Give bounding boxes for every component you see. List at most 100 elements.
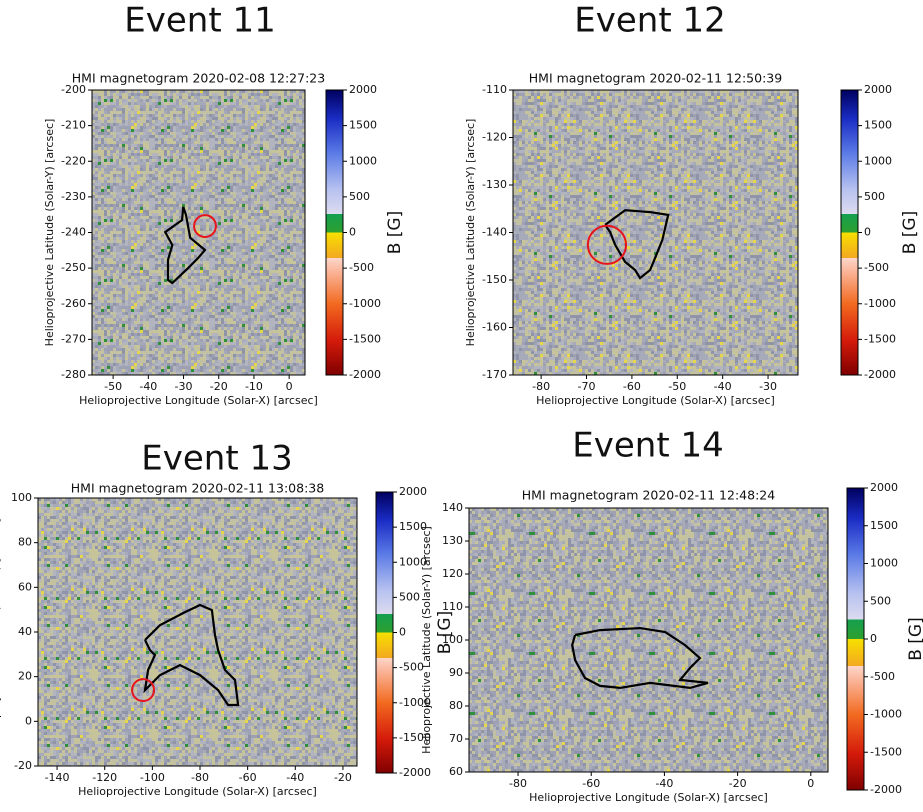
- x-tick-label: -70: [578, 380, 596, 393]
- magnetogram-image: [38, 498, 357, 766]
- colorbar-label: B [G]: [900, 211, 920, 255]
- x-tick-label: -80: [509, 777, 527, 790]
- y-tick-label: -250: [61, 261, 86, 274]
- colorbar: [375, 491, 394, 774]
- colorbar-tick-label: -1000: [399, 696, 431, 709]
- colorbar-tick-label: 1000: [864, 154, 892, 167]
- y-tick-label: 140: [442, 501, 463, 514]
- x-tick-label: -50: [668, 380, 686, 393]
- y-tick-label: 0: [25, 714, 32, 727]
- x-tick-label: -10: [245, 380, 263, 393]
- x-tick-label: -60: [239, 771, 257, 784]
- x-tick-label: -120: [92, 771, 117, 784]
- plot-subtitle: HMI magnetogram 2020-02-11 12:48:24: [522, 488, 775, 503]
- colorbar-tick-label: 1500: [870, 519, 898, 532]
- colorbar-tick-label: 1500: [399, 520, 427, 533]
- colorbar-tick-label: -1000: [870, 708, 902, 721]
- y-tick-label: 20: [18, 670, 32, 683]
- x-tick-label: -60: [623, 380, 641, 393]
- x-tick-label: -40: [139, 380, 157, 393]
- y-tick-label: 60: [449, 765, 463, 778]
- colorbar-tick-label: -2000: [349, 368, 381, 381]
- colorbar-tick-label: -1500: [864, 332, 896, 345]
- colorbar-tick-label: -2000: [864, 368, 896, 381]
- x-axis-label: Helioprojective Longitude (Solar-X) [arc…: [529, 791, 768, 804]
- colorbar-tick-label: 500: [399, 590, 420, 603]
- y-axis-label: Helioprojective Latitude (Solar-Y) [arcs…: [420, 526, 433, 754]
- y-tick-label: 110: [442, 600, 463, 613]
- y-tick-label: -130: [482, 178, 507, 191]
- colorbar: [846, 487, 865, 791]
- colorbar-tick-label: 1000: [399, 555, 427, 568]
- y-tick-label: -230: [61, 190, 86, 203]
- y-tick-label: 130: [442, 534, 463, 547]
- x-axis-label: Helioprojective Longitude (Solar-X) [arc…: [79, 394, 318, 407]
- y-tick-label: -210: [61, 119, 86, 132]
- y-tick-label: 70: [449, 732, 463, 745]
- y-tick-label: 100: [11, 491, 32, 504]
- x-axis-label: Helioprojective Longitude (Solar-X) [arc…: [78, 785, 317, 798]
- colorbar-tick-label: 0: [870, 632, 877, 645]
- y-axis-label: Helioprojective Latitude (Solar-Y) [arcs…: [464, 119, 477, 347]
- panel-title: Event 12: [574, 1, 725, 41]
- colorbar: [325, 89, 344, 376]
- colorbar-tick-label: -500: [870, 670, 895, 683]
- x-tick-label: -60: [582, 777, 600, 790]
- magnetogram-image: [92, 90, 305, 375]
- y-tick-label: 80: [449, 699, 463, 712]
- y-tick-label: -280: [61, 368, 86, 381]
- y-tick-label: -200: [61, 83, 86, 96]
- y-tick-label: -170: [482, 368, 507, 381]
- colorbar-tick-label: -500: [349, 261, 374, 274]
- plot-subtitle: HMI magnetogram 2020-02-08 12:27:23: [72, 71, 325, 86]
- x-tick-label: -30: [759, 380, 777, 393]
- magnetogram-image: [513, 90, 798, 375]
- colorbar: [840, 89, 859, 376]
- colorbar-tick-label: 2000: [399, 485, 427, 498]
- colorbar-tick-label: -500: [399, 661, 424, 674]
- y-tick-label: -120: [482, 131, 507, 144]
- colorbar-tick-label: 500: [870, 594, 891, 607]
- y-tick-label: -150: [482, 273, 507, 286]
- contour: [143, 603, 240, 707]
- y-tick-label: 80: [18, 536, 32, 549]
- colorbar-tick-label: 1000: [870, 557, 898, 570]
- colorbar-tick-label: 2000: [349, 83, 377, 96]
- colorbar-tick-label: 500: [864, 190, 885, 203]
- colorbar-tick-label: -1500: [870, 745, 902, 758]
- y-tick-label: -110: [482, 83, 507, 96]
- colorbar-tick-label: 1500: [864, 119, 892, 132]
- colorbar-tick-label: 2000: [870, 481, 898, 494]
- panel-title: Event 14: [572, 426, 723, 466]
- y-tick-label: 60: [18, 580, 32, 593]
- x-tick-label: 0: [807, 777, 814, 790]
- y-axis-label: Helioprojective Latitude (Solar-Y) [arcs…: [43, 119, 56, 347]
- colorbar-tick-label: 500: [349, 190, 370, 203]
- x-tick-label: -40: [655, 777, 673, 790]
- colorbar-tick-label: -1000: [864, 297, 896, 310]
- magnetogram-image: [469, 508, 828, 772]
- colorbar-tick-label: 0: [349, 226, 356, 239]
- y-tick-label: -220: [61, 154, 86, 167]
- colorbar-tick-label: 0: [864, 226, 871, 239]
- y-tick-label: -260: [61, 297, 86, 310]
- plot-subtitle: HMI magnetogram 2020-02-11 12:50:39: [529, 71, 782, 86]
- x-tick-label: -40: [286, 771, 304, 784]
- plot-subtitle: HMI magnetogram 2020-02-11 13:08:38: [71, 481, 324, 496]
- x-axis-label: Helioprojective Longitude (Solar-X) [arc…: [536, 394, 775, 407]
- colorbar-tick-label: -1500: [399, 731, 431, 744]
- x-tick-label: -140: [45, 771, 70, 784]
- x-tick-label: -40: [714, 380, 732, 393]
- contour: [571, 626, 709, 690]
- x-tick-label: -100: [140, 771, 165, 784]
- colorbar-label: B [G]: [385, 211, 405, 255]
- colorbar-tick-label: 0: [399, 626, 406, 639]
- x-tick-label: -80: [191, 771, 209, 784]
- colorbar-label: B [G]: [906, 617, 923, 661]
- y-tick-label: -20: [14, 759, 32, 772]
- x-tick-label: -20: [729, 777, 747, 790]
- colorbar-tick-label: -500: [864, 261, 889, 274]
- colorbar-tick-label: -1500: [349, 332, 381, 345]
